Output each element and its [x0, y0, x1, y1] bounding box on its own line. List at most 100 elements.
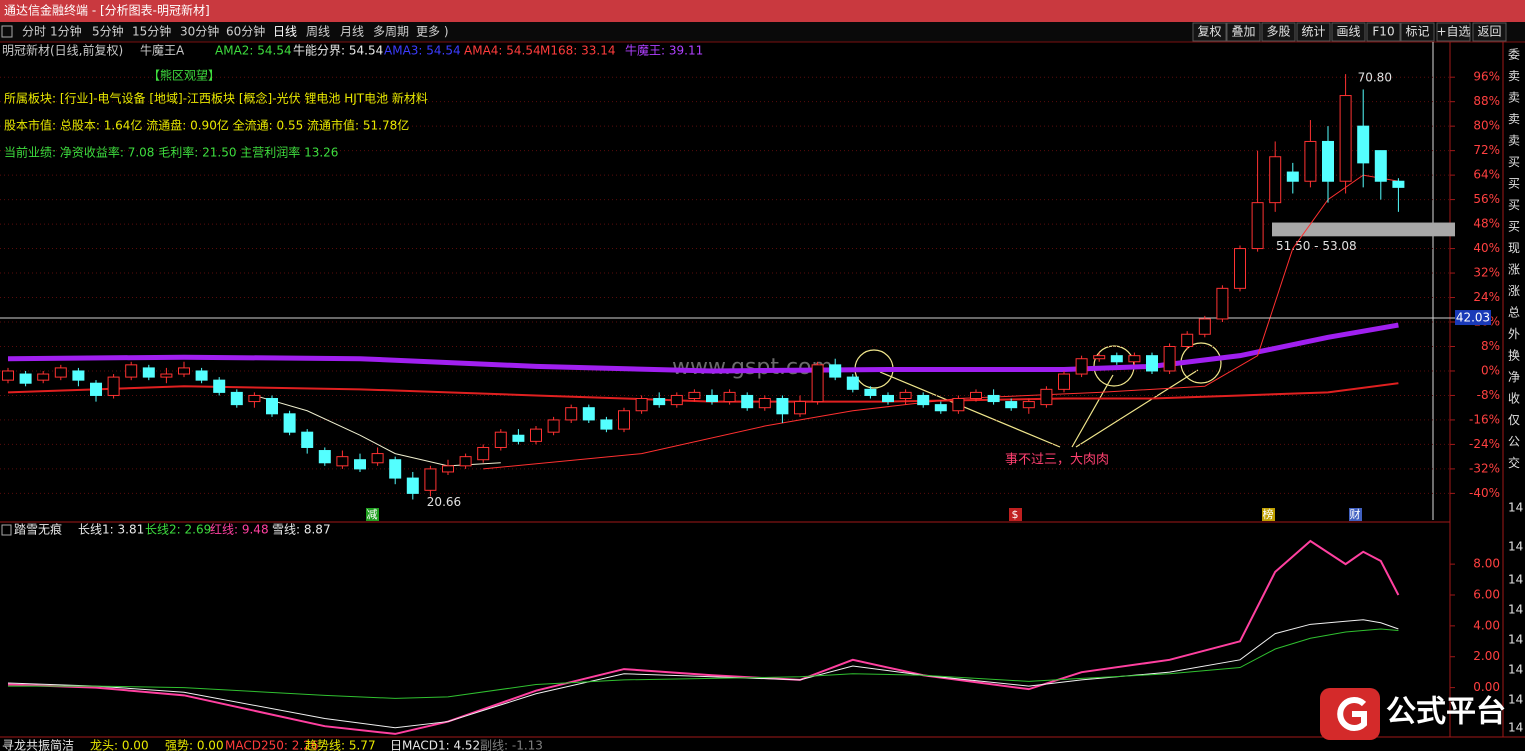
candle-body: [1392, 180, 1405, 188]
candle-body: [1286, 171, 1299, 182]
panel-icon[interactable]: [1, 524, 12, 536]
candle-body: [1022, 401, 1035, 409]
toolbar-button[interactable]: [1331, 22, 1366, 42]
toolbar-button[interactable]: [1192, 22, 1227, 42]
candle-body: [882, 394, 894, 403]
period-tab[interactable]: 日线: [273, 25, 297, 39]
event-marker-label[interactable]: $: [1012, 508, 1019, 521]
toolbar-button-label[interactable]: 叠加: [1231, 25, 1255, 39]
candle-body: [1075, 358, 1088, 375]
event-marker[interactable]: [1009, 508, 1022, 521]
period-tab[interactable]: 15分钟: [132, 24, 171, 39]
toolbar-button-label[interactable]: 返回: [1477, 25, 1501, 39]
toolbar-button[interactable]: [1400, 22, 1435, 42]
period-tab[interactable]: 更多 ): [416, 25, 449, 39]
candle-body: [530, 428, 542, 442]
event-marker-label[interactable]: 榜: [1263, 507, 1274, 521]
period-tab[interactable]: 月线: [340, 25, 364, 39]
side-label: 卖: [1508, 134, 1520, 148]
candle-body: [811, 364, 824, 403]
toolbar-button[interactable]: [1226, 22, 1261, 42]
side-label: 交: [1508, 455, 1520, 470]
event-marker[interactable]: [366, 508, 379, 521]
toolbar-button-label[interactable]: 统计: [1301, 25, 1325, 39]
toolbar-button[interactable]: [1366, 22, 1401, 42]
toolbar-button-label[interactable]: F10: [1372, 25, 1394, 39]
indicator-legend: 雪线: 8.87: [272, 523, 331, 537]
indicator-legend: AMA4: 54.54: [464, 44, 541, 58]
toolbar-button-label[interactable]: 多股: [1266, 25, 1290, 39]
candle-body: [1198, 318, 1211, 335]
toolbar-icon[interactable]: [1, 25, 13, 38]
period-tab[interactable]: 30分钟: [180, 24, 219, 39]
zone-label: 51.50 - 53.08: [1276, 239, 1357, 253]
period-tab[interactable]: 多周期: [373, 25, 409, 39]
event-marker[interactable]: [1262, 508, 1275, 521]
candle-body: [1163, 345, 1176, 372]
toolbar-button-label[interactable]: 复权: [1197, 25, 1221, 39]
side-label: 卖: [1508, 112, 1520, 126]
y-tick-label: 72%: [1473, 143, 1500, 157]
candle-body: [37, 373, 50, 381]
candle-body: [512, 434, 525, 442]
candle-body: [794, 401, 806, 415]
toolbar-button-label[interactable]: 标记: [1405, 25, 1429, 39]
toolbar-button[interactable]: [1261, 22, 1296, 42]
indicator-legend: 牛魔王: 39.11: [625, 43, 703, 58]
candle-body: [406, 477, 419, 494]
candle-body: [1339, 95, 1352, 182]
side-label: 外: [1508, 327, 1520, 341]
candle-body: [283, 413, 296, 433]
y-tick-label: -24%: [1469, 437, 1500, 451]
side-label: 买: [1508, 177, 1520, 191]
indicator-line: [8, 628, 1399, 699]
toolbar-button-label[interactable]: +自选: [1436, 25, 1470, 39]
toolbar-button[interactable]: [1436, 22, 1471, 42]
candle-body: [1181, 333, 1194, 347]
y-tick-label: -32%: [1469, 461, 1500, 475]
period-tab[interactable]: 分时: [22, 25, 46, 39]
price-tag-label: 42.03: [1456, 311, 1490, 325]
y-tick-label: 0%: [1481, 363, 1500, 377]
candle-body: [248, 394, 261, 403]
toolbar-button[interactable]: [1472, 22, 1507, 42]
watermark: www.gspt.com: [672, 355, 833, 380]
bottom-legend: 副线: -1.13: [480, 739, 543, 751]
event-marker[interactable]: [1349, 508, 1362, 521]
side-label: 委: [1508, 48, 1520, 62]
axis-stub: 14: [1508, 633, 1523, 647]
candle-body: [1322, 140, 1334, 182]
period-tab[interactable]: 5分钟: [92, 24, 124, 39]
moving-average: [254, 394, 501, 467]
indicator-legend: 牛能分界: 54.54: [293, 43, 383, 58]
indicator-legend: 明冠新材(日线,前复权): [2, 43, 123, 58]
period-tab[interactable]: 1分钟: [50, 24, 82, 39]
bottom-legend: 强势: 0.00: [165, 739, 224, 751]
candle-body: [195, 370, 208, 381]
candle-body: [213, 379, 226, 393]
event-marker-label[interactable]: 减: [367, 508, 378, 521]
stock-info: 当前业绩: 净资收益率: 7.08 毛利率: 21.50 主营利润率 13.26: [4, 145, 338, 160]
candle-body: [618, 410, 630, 430]
moving-average: [7, 322, 1399, 374]
toolbar-button-label[interactable]: 画线: [1336, 25, 1360, 39]
axis-stub: 14: [1508, 693, 1523, 707]
price-tag: [1455, 310, 1491, 326]
window-title: 通达信金融终端 - [分析图表-明冠新材]: [4, 3, 210, 18]
event-marker-label[interactable]: 财: [1350, 507, 1361, 521]
arrow: [1071, 374, 1114, 448]
y-tick-label: 88%: [1473, 94, 1500, 108]
y-tick-label: 40%: [1473, 241, 1500, 255]
toolbar-button[interactable]: [1296, 22, 1331, 42]
y-tick-label: 64%: [1473, 168, 1500, 182]
candle-body: [1304, 140, 1317, 182]
side-label: 卖: [1508, 69, 1520, 83]
indicator-legend: AMA3: 54.54: [384, 44, 461, 58]
y-tick-label: -16%: [1469, 412, 1500, 426]
candle-body: [424, 468, 437, 491]
candle-body: [776, 398, 789, 415]
period-tab[interactable]: 60分钟: [226, 24, 265, 39]
period-tab[interactable]: 周线: [306, 25, 330, 39]
y-tick-label: 56%: [1473, 192, 1500, 206]
